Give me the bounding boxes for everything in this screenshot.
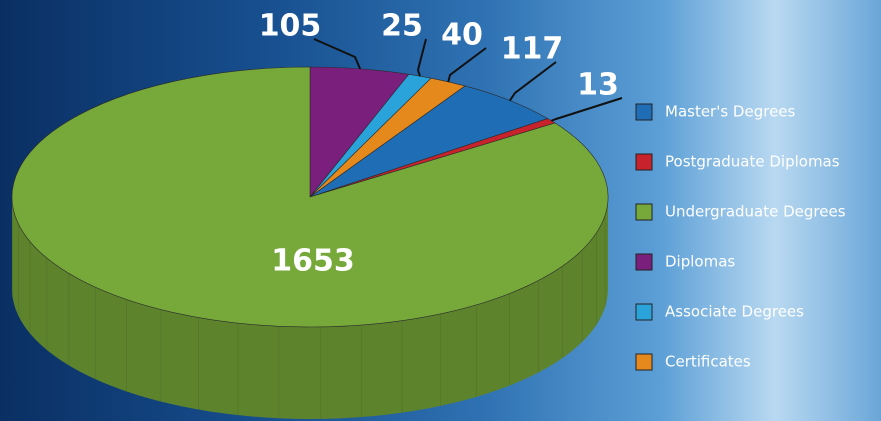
slice (11, 66, 609, 328)
leader-line (313, 38, 362, 70)
legend-swatch (635, 253, 653, 271)
legend-swatch (635, 103, 653, 121)
data-label: 1653 (271, 244, 355, 279)
legend-swatch (635, 303, 653, 321)
legend-label: Diplomas (665, 253, 735, 271)
leader-line (509, 61, 557, 102)
legend-swatch (635, 203, 653, 221)
leader-line (551, 97, 623, 122)
data-label: 25 (381, 9, 423, 44)
data-label: 13 (577, 68, 619, 103)
legend-label: Undergraduate Degrees (665, 203, 846, 221)
data-label: 117 (501, 32, 564, 67)
data-label: 105 (259, 9, 322, 44)
legend-swatch (635, 353, 653, 371)
legend-label: Certificates (665, 353, 751, 371)
legend-label: Postgraduate Diplomas (665, 153, 840, 171)
leader-line (447, 47, 487, 83)
legend-label: Master's Degrees (665, 103, 796, 121)
legend-label: Associate Degrees (665, 303, 804, 321)
legend-swatch (635, 153, 653, 171)
leader-line (416, 38, 427, 77)
data-label: 40 (441, 18, 483, 53)
